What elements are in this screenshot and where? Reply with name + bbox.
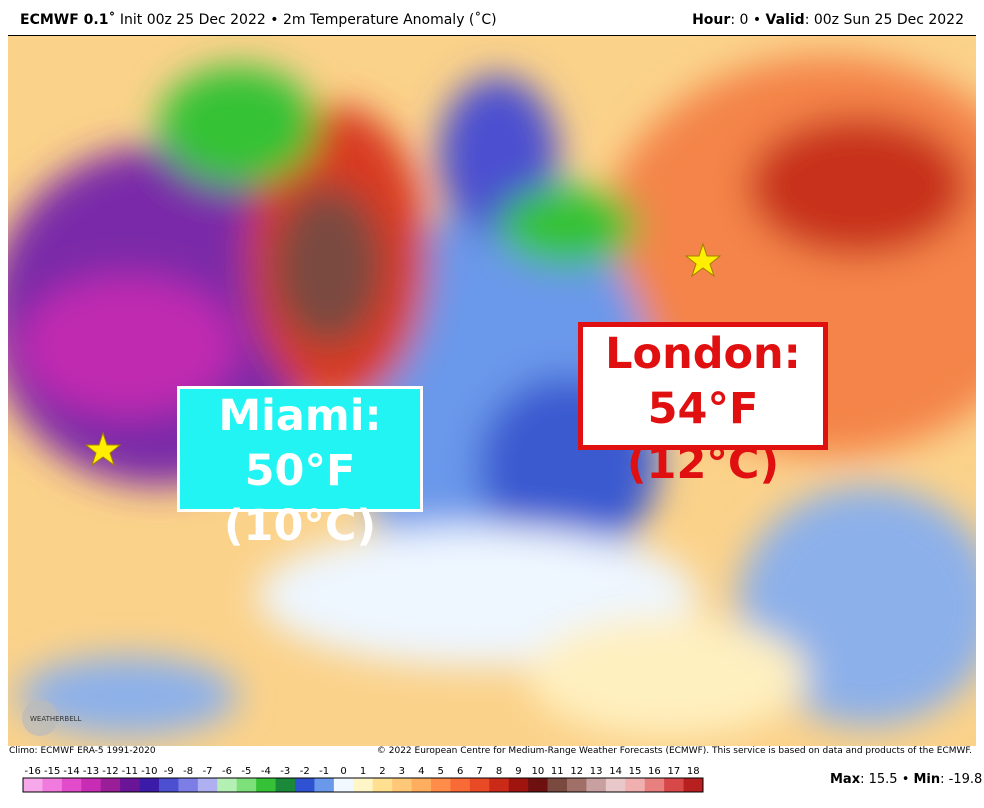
color-swatch — [469, 778, 490, 792]
color-swatch — [333, 778, 354, 792]
color-swatch — [314, 778, 335, 792]
color-swatch — [664, 778, 685, 792]
temp: 50°F (10°C) — [223, 446, 377, 552]
tick-label: -12 — [102, 766, 118, 777]
color-swatch — [295, 778, 315, 792]
tick-label: -15 — [44, 766, 60, 777]
color-swatch — [683, 778, 704, 792]
color-swatch — [625, 778, 646, 792]
color-swatch — [159, 778, 179, 792]
city: London: — [605, 329, 801, 379]
climo: Climo: ECMWF ERA-5 1991-2020 — [9, 746, 156, 756]
text-segment: : 0 • — [730, 12, 766, 28]
tick-label: 2 — [379, 766, 385, 777]
tick-label: 7 — [476, 766, 482, 777]
text-segment: : 00z Sun 25 Dec 2022 — [804, 12, 964, 28]
color-swatch — [392, 778, 413, 792]
tick-label: 15 — [629, 766, 642, 777]
colorbar-frame — [22, 777, 704, 793]
text-segment: : 15.5 • — [860, 772, 914, 787]
color-swatch — [547, 778, 568, 792]
color-swatch — [256, 778, 277, 792]
text-segment: : -19.8 — [940, 772, 983, 787]
tick-label: -13 — [83, 766, 99, 777]
color-swatch — [586, 778, 607, 792]
tick-label: 3 — [399, 766, 405, 777]
tick-label: -16 — [25, 766, 41, 777]
tick-label: -1 — [319, 766, 329, 777]
tick-label: 10 — [531, 766, 544, 777]
color-swatch — [120, 778, 141, 792]
tick-label: 1 — [360, 766, 366, 777]
color-swatch — [217, 778, 238, 792]
tick-label: 18 — [687, 766, 700, 777]
text-segment: Max — [830, 772, 861, 787]
tick-label: 13 — [590, 766, 603, 777]
text-segment: Init 00z 25 Dec 2022 • 2m Temperature An… — [115, 12, 497, 28]
tick-label: 5 — [438, 766, 444, 777]
color-swatch — [605, 778, 626, 792]
header-right: Hour: 0 • Valid: 00z Sun 25 Dec 2022 — [692, 12, 964, 28]
color-swatch — [489, 778, 510, 792]
copyright: © 2022 European Centre for Medium-Range … — [376, 746, 972, 756]
tick-label: 12 — [570, 766, 583, 777]
tick-label: 4 — [418, 766, 424, 777]
color-swatch — [42, 778, 63, 792]
temp: 54°F (12°C) — [626, 384, 780, 490]
header-left: ECMWF 0.1˚ Init 00z 25 Dec 2022 • 2m Tem… — [20, 12, 497, 28]
tick-label: 0 — [340, 766, 346, 777]
map: WEATHERBELL — [8, 35, 976, 746]
color-swatch — [431, 778, 451, 792]
color-swatch — [178, 778, 199, 792]
tick-label: -7 — [203, 766, 213, 777]
tick-label: -5 — [241, 766, 251, 777]
tick-label: -11 — [122, 766, 138, 777]
tick-label: -6 — [222, 766, 232, 777]
color-swatch — [528, 778, 549, 792]
color-swatch — [61, 778, 82, 792]
london-callout: London: 54°F (12°C) — [578, 322, 828, 489]
stats: Max: 15.5 • Min: -19.8 — [830, 772, 982, 787]
tick-label: -3 — [280, 766, 290, 777]
color-swatch — [100, 778, 121, 792]
color-swatch — [567, 778, 587, 792]
city: Miami: — [218, 391, 382, 441]
color-swatch — [644, 778, 665, 792]
text-segment: Hour — [692, 12, 731, 28]
logo: WEATHERBELL — [30, 715, 82, 723]
tick-label: 17 — [667, 766, 680, 777]
tick-label: -10 — [141, 766, 157, 777]
tick-label: 16 — [648, 766, 661, 777]
miami-callout: Miami: 50°F (10°C) — [177, 386, 423, 551]
tick-label: 11 — [551, 766, 564, 777]
tick-label: 6 — [457, 766, 463, 777]
color-swatch — [81, 778, 102, 792]
tick-label: -4 — [261, 766, 271, 777]
text-segment: ECMWF 0.1˚ — [20, 12, 116, 28]
color-swatch — [411, 778, 432, 792]
color-swatch — [139, 778, 160, 792]
tick-label: -2 — [300, 766, 310, 777]
tick-label: 9 — [515, 766, 521, 777]
color-swatch — [508, 778, 529, 792]
tick-label: -9 — [164, 766, 174, 777]
color-swatch — [372, 778, 393, 792]
text-segment: Min — [913, 772, 941, 787]
tick-label: -8 — [183, 766, 193, 777]
tick-label: -14 — [63, 766, 79, 777]
tick-label: 8 — [496, 766, 502, 777]
color-swatch — [23, 778, 43, 792]
color-swatch — [353, 778, 374, 792]
color-swatch — [275, 778, 296, 792]
color-swatch — [197, 778, 218, 792]
colorbar: -16 -15 -14 -13 -12 -11 -10 -9 -8 -7 -6 -5 -4 -3 -2 -1 0… — [22, 766, 704, 793]
color-swatch — [236, 778, 257, 792]
tick-label: 14 — [609, 766, 622, 777]
color-swatch — [450, 778, 471, 792]
text-segment: Valid — [765, 12, 805, 28]
